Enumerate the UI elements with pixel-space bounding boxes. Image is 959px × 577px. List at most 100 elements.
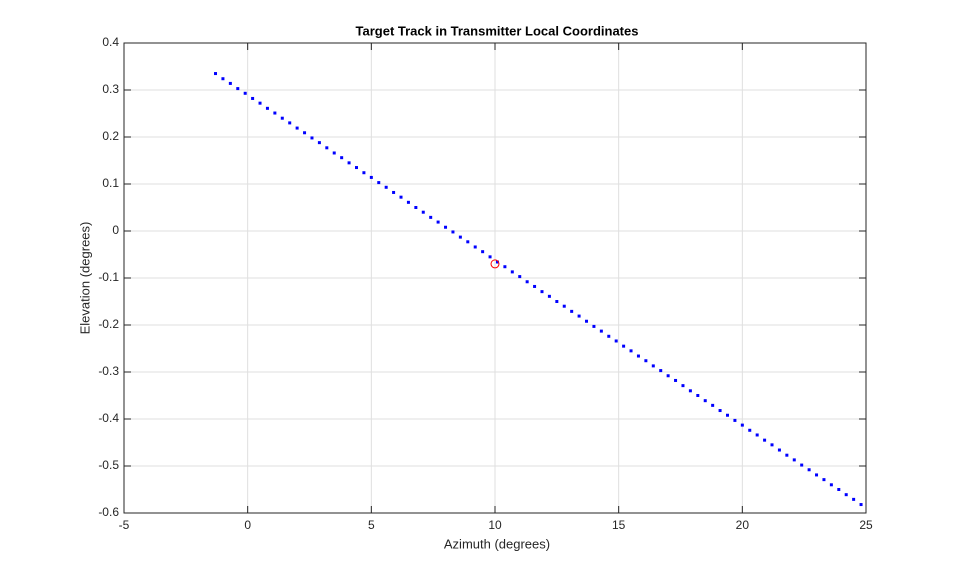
point bbox=[659, 369, 663, 373]
point bbox=[518, 275, 522, 279]
point bbox=[340, 156, 344, 160]
point bbox=[711, 403, 715, 407]
point bbox=[651, 364, 655, 368]
x-tick-label: 0 bbox=[244, 518, 251, 532]
point bbox=[451, 230, 455, 234]
point bbox=[592, 324, 596, 328]
point bbox=[369, 175, 373, 179]
point bbox=[607, 334, 611, 338]
point bbox=[562, 304, 566, 308]
point bbox=[763, 438, 767, 442]
y-tick-label: 0 bbox=[112, 223, 119, 237]
y-tick-label: -0.3 bbox=[98, 364, 119, 378]
point bbox=[555, 300, 559, 303]
point bbox=[852, 497, 856, 501]
point bbox=[533, 284, 537, 288]
point bbox=[288, 121, 292, 125]
point bbox=[815, 473, 819, 477]
point bbox=[800, 463, 804, 467]
point bbox=[696, 394, 700, 397]
y-tick-label: -0.6 bbox=[98, 505, 119, 519]
point bbox=[525, 280, 529, 284]
point bbox=[540, 290, 544, 294]
point bbox=[807, 468, 811, 472]
point bbox=[325, 146, 329, 150]
marker-circle bbox=[490, 259, 500, 269]
point bbox=[377, 181, 381, 185]
chart-title: Target Track in Transmitter Local Coordi… bbox=[356, 23, 639, 38]
point bbox=[703, 399, 707, 403]
point bbox=[488, 255, 492, 259]
point bbox=[636, 354, 640, 358]
point bbox=[303, 131, 307, 135]
y-tick-label: 0.3 bbox=[102, 82, 119, 96]
point bbox=[837, 488, 841, 491]
point bbox=[332, 151, 336, 155]
point bbox=[280, 116, 284, 120]
point bbox=[599, 329, 603, 333]
point bbox=[273, 111, 277, 115]
point bbox=[718, 409, 722, 413]
point bbox=[822, 478, 826, 482]
point bbox=[362, 171, 366, 175]
point bbox=[414, 206, 418, 209]
point bbox=[429, 215, 433, 219]
x-axis-label: Azimuth (degrees) bbox=[444, 536, 550, 551]
point bbox=[666, 374, 670, 378]
y-tick-label: 0.4 bbox=[102, 35, 119, 49]
y-tick-label: -0.5 bbox=[98, 458, 119, 472]
x-tick-label: 10 bbox=[488, 518, 502, 532]
point bbox=[258, 101, 262, 105]
point bbox=[317, 141, 321, 145]
point bbox=[585, 319, 589, 323]
point bbox=[421, 210, 425, 214]
point bbox=[399, 195, 403, 199]
point bbox=[251, 96, 255, 100]
point bbox=[406, 200, 410, 204]
point bbox=[755, 433, 759, 437]
point bbox=[347, 161, 351, 165]
y-tick-label: -0.2 bbox=[98, 317, 119, 331]
y-tick-label: 0.1 bbox=[102, 176, 119, 190]
point bbox=[228, 81, 232, 85]
point bbox=[785, 453, 789, 457]
point bbox=[384, 185, 388, 189]
point bbox=[688, 389, 692, 393]
point bbox=[844, 493, 848, 497]
x-tick-label: 20 bbox=[736, 518, 750, 532]
point bbox=[859, 503, 863, 507]
point bbox=[214, 72, 218, 76]
point bbox=[770, 443, 774, 447]
point bbox=[725, 413, 729, 417]
point bbox=[466, 240, 470, 244]
point bbox=[236, 87, 240, 91]
point bbox=[243, 91, 247, 95]
y-tick-label: -0.1 bbox=[98, 270, 119, 284]
point bbox=[733, 418, 737, 422]
point bbox=[622, 344, 626, 348]
point bbox=[740, 423, 744, 427]
point bbox=[473, 245, 477, 249]
point bbox=[436, 220, 440, 224]
point bbox=[748, 428, 752, 432]
point bbox=[354, 166, 358, 170]
y-tick-label: -0.4 bbox=[98, 411, 119, 425]
x-tick-label: 15 bbox=[612, 518, 626, 532]
point bbox=[547, 294, 551, 298]
plot-frame bbox=[123, 42, 867, 514]
x-tick-label: -5 bbox=[119, 518, 130, 532]
y-axis-label: Elevation (degrees) bbox=[77, 222, 92, 335]
point bbox=[614, 339, 618, 343]
point bbox=[503, 265, 507, 269]
point bbox=[829, 483, 833, 487]
point bbox=[777, 448, 781, 452]
point bbox=[570, 309, 574, 313]
x-tick-label: 5 bbox=[368, 518, 375, 532]
point bbox=[510, 270, 514, 274]
point bbox=[458, 235, 462, 239]
point bbox=[495, 260, 499, 264]
point bbox=[444, 225, 448, 229]
point bbox=[481, 250, 485, 254]
point bbox=[577, 314, 581, 318]
